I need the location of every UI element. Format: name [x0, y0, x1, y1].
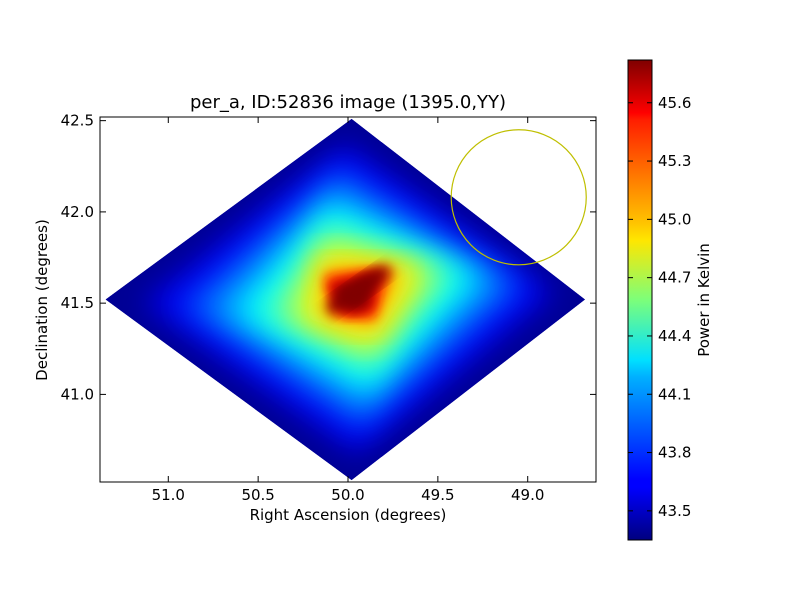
colorbar-tick-label: 43.8 [658, 444, 691, 462]
colorbar [627, 59, 653, 541]
x-axis: 51.0 50.5 50.0 49.5 49.0 [152, 117, 544, 504]
y-tick-label: 42.0 [61, 203, 94, 221]
colorbar-tick-label: 44.7 [658, 269, 691, 287]
colorbar-tick-label: 44.4 [658, 327, 691, 345]
y-axis: 41.0 41.5 42.0 42.5 [61, 112, 596, 403]
x-tick-label: 49.5 [421, 486, 454, 504]
colorbar-tick-label: 43.5 [658, 502, 691, 520]
heatmap-layers [105, 118, 586, 481]
y-tick-label: 42.5 [61, 112, 94, 130]
chart-title: per_a, ID:52836 image (1395.0,YY) [190, 92, 506, 113]
y-axis-label: Declination (degrees) [33, 219, 51, 381]
heatmap-peak [326, 266, 391, 313]
x-axis-label: Right Ascension (degrees) [250, 506, 447, 524]
x-tick-label: 51.0 [152, 486, 185, 504]
colorbar-tick-label: 45.6 [658, 94, 691, 112]
overlay-circle [450, 129, 587, 266]
y-tick-label: 41.0 [61, 385, 94, 403]
heatmap-image [105, 118, 586, 481]
colorbar-tick-label: 44.1 [658, 385, 691, 403]
colorbar-tick-label: 45.0 [658, 210, 691, 228]
colorbar-tick-label: 45.3 [658, 152, 691, 170]
colorbar-label: Power in Kelvin [695, 243, 713, 357]
x-tick-label: 50.5 [241, 486, 274, 504]
x-tick-label: 49.0 [511, 486, 544, 504]
y-tick-label: 41.5 [61, 294, 94, 312]
x-tick-label: 50.0 [331, 486, 364, 504]
colorbar-ticks: 43.5 43.8 44.1 44.4 44.7 45.0 45.3 45.6 [628, 94, 691, 520]
